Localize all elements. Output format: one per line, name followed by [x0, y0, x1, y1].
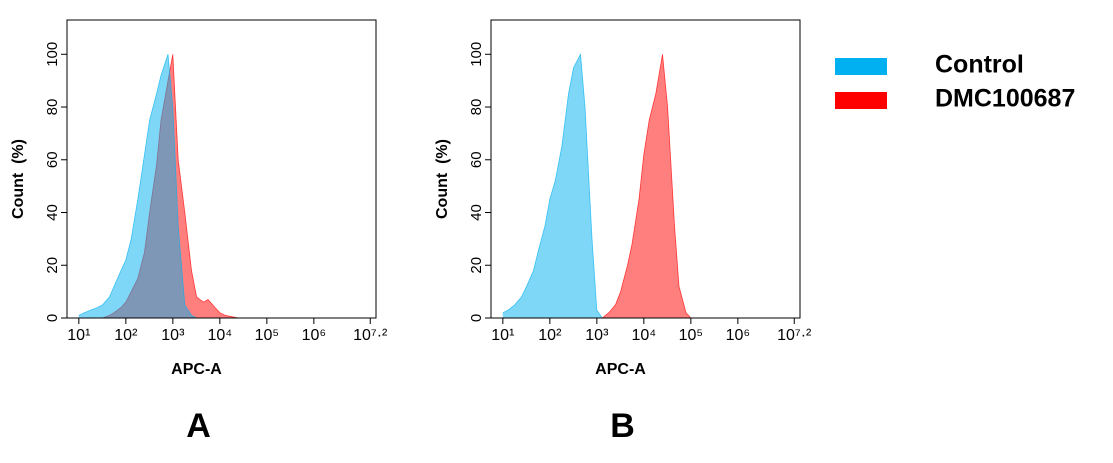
area-fill — [78, 54, 267, 319]
x-tick-label: 10¹ — [67, 327, 90, 344]
x-tick-label: 10⁷·² — [777, 327, 812, 344]
y-tick-label: 40 — [44, 204, 61, 221]
panel-label: B — [610, 407, 635, 445]
x-tick-label: 10⁵ — [255, 327, 279, 344]
x-tick-label: 10⁶ — [302, 327, 326, 344]
legend-swatch — [835, 58, 887, 75]
x-tick-label: 10⁴ — [208, 327, 233, 344]
legend-swatch — [835, 92, 887, 109]
area-fill — [502, 54, 691, 319]
x-tick-label: 10³ — [161, 327, 185, 344]
y-axis-label: Count (%) — [434, 139, 451, 219]
y-tick-label: 40 — [468, 204, 485, 221]
x-tick-label: 10¹ — [491, 327, 514, 344]
y-tick-label: 100 — [44, 42, 61, 67]
x-tick-label: 10⁵ — [679, 327, 703, 344]
x-tick-label: 10² — [538, 327, 562, 344]
y-tick-label: 0 — [468, 314, 485, 322]
legend-label: Control — [935, 51, 1024, 79]
y-tick-label: 80 — [468, 99, 485, 116]
y-tick-label: 60 — [44, 151, 61, 168]
x-tick-label: 10⁷·² — [353, 327, 388, 344]
y-tick-label: 100 — [468, 42, 485, 67]
x-axis-label: APC-A — [171, 361, 222, 378]
y-tick-label: 60 — [468, 151, 485, 168]
plot-frame — [490, 19, 801, 319]
x-tick-label: 10⁶ — [726, 327, 750, 344]
plot-frame — [66, 19, 377, 319]
legend-label: DMC100687 — [935, 85, 1075, 113]
y-axis-label: Count (%) — [10, 139, 27, 219]
x-tick-label: 10³ — [585, 327, 609, 344]
x-axis-label: APC-A — [595, 361, 646, 378]
y-tick-label: 0 — [44, 314, 61, 322]
panel-label: A — [186, 407, 211, 445]
x-tick-label: 10⁴ — [632, 327, 657, 344]
y-tick-label: 20 — [44, 257, 61, 274]
y-tick-label: 80 — [44, 99, 61, 116]
area-fill — [502, 54, 691, 319]
x-tick-label: 10² — [114, 327, 138, 344]
y-tick-label: 20 — [468, 257, 485, 274]
